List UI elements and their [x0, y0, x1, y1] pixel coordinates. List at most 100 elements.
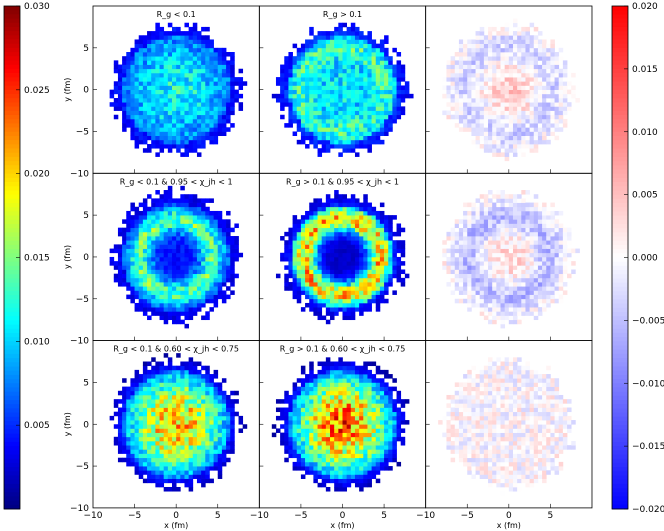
- heatmap-cell: [134, 89, 140, 95]
- heatmap-cell: [359, 118, 364, 124]
- heatmap-cell: [113, 89, 119, 95]
- heatmap-cell: [525, 269, 530, 275]
- heatmap-cell: [454, 60, 460, 65]
- heatmap-cell: [346, 248, 352, 254]
- heatmap-cell: [334, 311, 339, 316]
- heatmap-cell: [184, 110, 189, 116]
- heatmap-cell: [321, 127, 327, 132]
- heatmap-cell: [562, 77, 568, 82]
- heatmap-cell: [379, 210, 385, 216]
- heatmap-cell: [205, 261, 210, 266]
- heatmap-cell: [213, 85, 219, 90]
- heatmap-cell: [205, 256, 210, 262]
- heatmap-cell: [188, 215, 194, 220]
- heatmap-cell: [529, 98, 535, 103]
- heatmap-cell: [300, 227, 306, 233]
- heatmap-cell: [334, 144, 339, 149]
- heatmap-cell: [309, 60, 314, 65]
- heatmap-cell: [163, 56, 169, 61]
- colorbar-swatch: [4, 483, 20, 489]
- heatmap-cell: [151, 365, 156, 371]
- heatmap-cell: [388, 240, 393, 245]
- colorbar-swatch: [612, 328, 628, 334]
- heatmap-cell: [533, 52, 539, 57]
- heatmap-cell: [205, 72, 210, 78]
- heatmap-cell: [508, 273, 514, 279]
- heatmap-cell: [517, 236, 522, 241]
- heatmap-cell: [525, 60, 530, 65]
- heatmap-cell: [330, 35, 335, 40]
- colorbar-swatch: [4, 228, 20, 233]
- heatmap-cell: [188, 277, 194, 283]
- heatmap-cell: [275, 81, 281, 86]
- heatmap-cell: [388, 64, 393, 70]
- heatmap-cell: [138, 240, 144, 245]
- heatmap-cell: [209, 93, 214, 99]
- heatmap-cell: [309, 236, 314, 241]
- heatmap-cell: [521, 240, 526, 245]
- colorbar-swatch: [612, 458, 628, 464]
- heatmap-cell: [571, 269, 576, 275]
- heatmap-cell: [350, 106, 356, 111]
- heatmap-cell: [192, 93, 198, 99]
- heatmap-cell: [500, 236, 506, 241]
- heatmap-cell: [354, 47, 360, 53]
- heatmap-cell: [209, 85, 214, 90]
- heatmap-cell: [176, 47, 181, 53]
- heatmap-cell: [504, 236, 510, 241]
- heatmap-cell: [508, 302, 514, 308]
- heatmap-cell: [496, 248, 501, 254]
- heatmap-cell: [508, 298, 514, 304]
- heatmap-cell: [529, 85, 535, 90]
- heatmap-cell: [371, 139, 377, 145]
- heatmap-cell: [550, 223, 555, 229]
- heatmap-cell: [550, 56, 555, 61]
- heatmap-cell: [317, 198, 323, 203]
- heatmap-cell: [130, 378, 135, 383]
- heatmap-cell: [113, 261, 119, 266]
- heatmap-cell: [504, 152, 510, 157]
- heatmap-cell: [221, 110, 227, 116]
- heatmap-cell: [192, 148, 198, 153]
- heatmap-cell: [375, 277, 381, 283]
- heatmap-cell: [488, 118, 493, 124]
- heatmap-cell: [471, 106, 476, 111]
- heatmap-cell: [300, 290, 306, 295]
- colorbar-swatch: [612, 215, 628, 221]
- heatmap-cell: [130, 440, 135, 446]
- heatmap-cell: [334, 68, 339, 74]
- heatmap-cell: [550, 227, 555, 233]
- heatmap-cell: [517, 202, 522, 208]
- heatmap-cell: [542, 52, 547, 57]
- heatmap-cell: [296, 261, 302, 266]
- heatmap-cell: [504, 219, 510, 224]
- heatmap-cell: [479, 64, 485, 70]
- heatmap-cell: [209, 98, 214, 103]
- heatmap-cell: [122, 106, 127, 111]
- heatmap-cell: [209, 223, 214, 229]
- heatmap-cell: [384, 286, 389, 291]
- heatmap-cell: [346, 26, 352, 32]
- heatmap-cell: [371, 294, 377, 300]
- heatmap-cell: [330, 106, 335, 111]
- heatmap-cell: [176, 294, 181, 300]
- colorbar-swatch: [612, 265, 628, 271]
- colorbar-swatch: [612, 64, 628, 70]
- heatmap-cell: [354, 223, 360, 229]
- heatmap-cell: [471, 277, 476, 283]
- heatmap-cell: [525, 252, 530, 258]
- heatmap-cell: [147, 470, 152, 475]
- heatmap-cell: [471, 110, 476, 116]
- heatmap-cell: [342, 68, 348, 74]
- heatmap-cell: [234, 248, 239, 254]
- heatmap-cell: [454, 231, 460, 237]
- heatmap-cell: [367, 227, 372, 233]
- heatmap-cell: [338, 231, 343, 237]
- heatmap-cell: [396, 261, 402, 266]
- heatmap-cell: [546, 64, 551, 70]
- heatmap-cell: [350, 127, 356, 132]
- heatmap-cell: [134, 93, 140, 99]
- heatmap-cell: [488, 31, 493, 36]
- heatmap-cell: [558, 77, 564, 82]
- heatmap-cell: [288, 269, 293, 275]
